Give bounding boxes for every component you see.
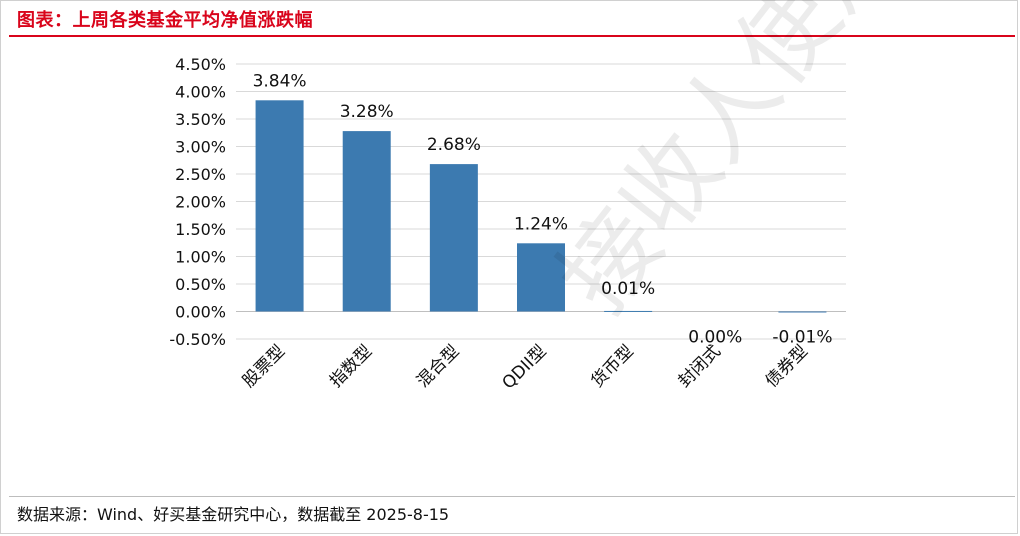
bars xyxy=(255,100,827,313)
source-note: 数据来源：Wind、好买基金研究中心，数据截至 2025-8-15 xyxy=(17,505,450,524)
bar xyxy=(429,164,478,312)
y-tick-label: 4.00% xyxy=(175,83,226,102)
y-tick-label: 2.00% xyxy=(175,193,226,212)
data-labels: 3.84% 3.28% 2.68% 1.24% 0.01% 0.00% -0.01% xyxy=(253,71,833,347)
x-tick-label: 货币型 xyxy=(587,341,637,391)
y-tick-label: 4.50% xyxy=(175,55,226,74)
footer-divider xyxy=(9,496,1015,497)
bar xyxy=(517,243,565,312)
data-label: 0.00% xyxy=(688,328,742,348)
bar xyxy=(778,311,827,313)
title-divider xyxy=(9,35,1015,37)
data-label: 3.84% xyxy=(253,71,307,91)
x-tick-label: QDII型 xyxy=(499,341,551,393)
y-tick-label: 3.00% xyxy=(175,138,226,157)
x-tick-label: 封闭式 xyxy=(675,341,725,391)
x-tick-label: 债券型 xyxy=(762,341,812,391)
y-tick-label: -0.50% xyxy=(169,330,226,349)
y-tick-label: 3.50% xyxy=(175,110,226,129)
bar xyxy=(604,310,653,312)
data-label: 0.01% xyxy=(601,279,655,299)
bar xyxy=(342,131,391,312)
x-tick-label: 股票型 xyxy=(239,341,289,391)
data-label: 1.24% xyxy=(514,214,568,234)
data-label: -0.01% xyxy=(772,328,832,348)
y-tick-label: 0.00% xyxy=(175,303,226,322)
data-label: 2.68% xyxy=(427,135,481,155)
figure-title: 图表：上周各类基金平均净值涨跌幅 xyxy=(17,10,313,31)
y-axis-ticks: -0.50% 0.00% 0.50% 1.00% 1.50% 2.00% 2.50% 3.00… xyxy=(169,55,226,349)
y-tick-label: 1.00% xyxy=(175,248,226,267)
y-tick-label: 1.50% xyxy=(175,220,226,239)
bar xyxy=(255,100,304,312)
grid-lines xyxy=(236,63,846,340)
x-tick-label: 指数型 xyxy=(326,341,376,391)
x-tick-label: 混合型 xyxy=(413,341,463,391)
y-tick-label: 2.50% xyxy=(175,165,226,184)
x-axis-ticks: 股票型 指数型 混合型 QDII型 货币型 封闭式 债券型 xyxy=(239,341,812,393)
data-label: 3.28% xyxy=(340,102,394,122)
y-tick-label: 0.50% xyxy=(175,275,226,294)
